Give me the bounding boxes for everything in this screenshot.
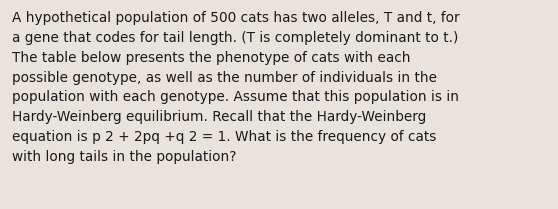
Text: A hypothetical population of 500 cats has two alleles, T and t, for
a gene that : A hypothetical population of 500 cats ha…	[12, 11, 460, 163]
